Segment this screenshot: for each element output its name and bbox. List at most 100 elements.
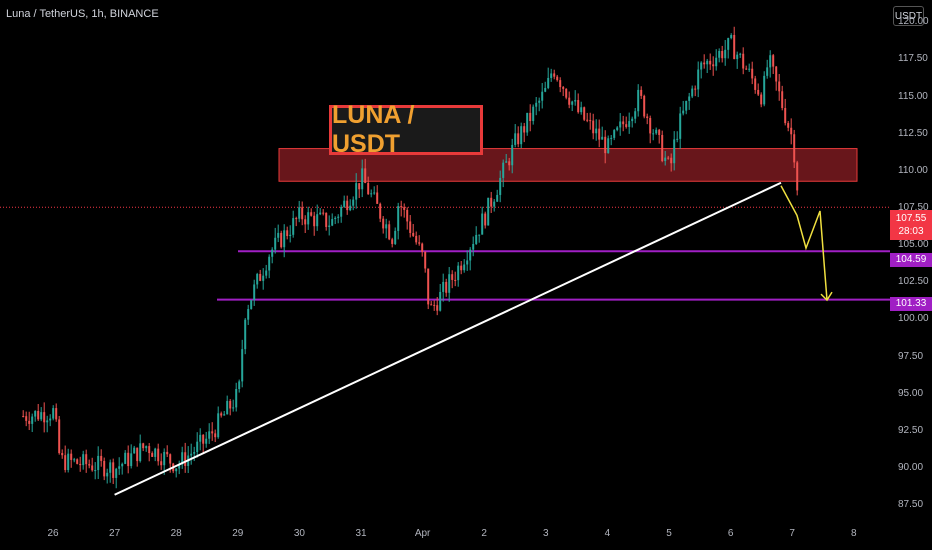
- candle-body: [346, 200, 349, 211]
- trendline: [114, 181, 782, 496]
- candle-body: [529, 112, 532, 122]
- candle-body: [334, 217, 337, 220]
- candle-body: [526, 112, 529, 133]
- candle-body: [715, 57, 718, 67]
- candle-body: [316, 214, 319, 227]
- candle-body: [589, 120, 592, 122]
- candle-body: [220, 413, 223, 416]
- candle-body: [121, 463, 124, 467]
- y-tick-label: 120.00: [898, 16, 929, 28]
- pair-label: LUNA / USDT: [329, 101, 483, 158]
- x-tick-label: 2: [481, 528, 487, 539]
- y-tick-label: 90.00: [898, 462, 924, 473]
- candle-body: [238, 381, 241, 389]
- candle-body: [538, 100, 541, 103]
- candle-body: [508, 161, 511, 166]
- candle-body: [397, 206, 400, 231]
- candle-body: [373, 192, 376, 194]
- candle-body: [598, 128, 601, 140]
- candle-body: [169, 454, 172, 464]
- candle-body: [688, 96, 691, 101]
- candle-body: [283, 230, 286, 248]
- y-tick-label: 105.00: [898, 239, 929, 251]
- candle-body: [532, 106, 535, 122]
- candle-body: [604, 136, 607, 154]
- candle-body: [757, 89, 760, 95]
- y-tick-label: 92.50: [898, 424, 924, 436]
- candle-body: [298, 207, 301, 219]
- candle-body: [43, 412, 46, 423]
- candle-body: [763, 75, 766, 105]
- candle-body: [682, 110, 685, 114]
- candle-body: [127, 452, 130, 467]
- candle-body: [595, 128, 598, 134]
- y-tick-label: 117.50: [898, 53, 928, 65]
- candle-body: [766, 67, 769, 76]
- candle-body: [466, 260, 469, 265]
- candle-body: [52, 408, 55, 419]
- candle-body: [376, 192, 379, 204]
- candle-body: [550, 73, 553, 78]
- candle-body: [286, 230, 289, 237]
- candle-body: [268, 256, 271, 271]
- candle-body: [655, 129, 658, 134]
- candle-body: [148, 446, 151, 454]
- candle-body: [565, 88, 568, 98]
- candle-body: [754, 78, 757, 90]
- candle-body: [319, 212, 322, 215]
- candle-body: [514, 133, 517, 145]
- candle-body: [223, 414, 226, 416]
- candle-body: [664, 157, 667, 162]
- x-tick-label: 31: [355, 528, 367, 539]
- candle-body: [28, 420, 31, 424]
- candle-body: [736, 54, 739, 60]
- candle-body: [202, 434, 205, 444]
- candle-body: [337, 216, 340, 218]
- x-tick-label: 26: [47, 528, 59, 539]
- candle-body: [73, 459, 76, 461]
- candle-body: [778, 81, 781, 92]
- candle-body: [415, 235, 418, 243]
- candle-body: [469, 249, 472, 261]
- candle-body: [541, 91, 544, 101]
- candle-body: [424, 251, 427, 269]
- candle-body: [106, 472, 109, 477]
- candle-body: [592, 120, 595, 134]
- candle-body: [61, 453, 64, 456]
- candle-body: [544, 87, 547, 92]
- candle-body: [379, 203, 382, 219]
- candle-body: [646, 116, 649, 118]
- symbol-title[interactable]: Luna / TetherUS, 1h, BINANCE: [6, 8, 159, 20]
- candle-body: [409, 221, 412, 233]
- candle-body: [274, 237, 277, 250]
- candle-body: [769, 55, 772, 68]
- candle-body: [343, 200, 346, 207]
- candle-body: [709, 60, 712, 65]
- candle-body: [652, 133, 655, 135]
- candle-body: [199, 434, 202, 442]
- candle-body: [103, 460, 106, 477]
- x-tick-label: 28: [170, 528, 182, 539]
- currency-button[interactable]: USDT: [893, 6, 924, 26]
- candle-body: [619, 121, 622, 128]
- candle-body: [616, 127, 619, 131]
- candle-body: [430, 304, 433, 306]
- candle-body: [460, 265, 463, 271]
- candle-body: [361, 168, 364, 190]
- candle-body: [703, 62, 706, 65]
- candle-body: [229, 400, 232, 409]
- candle-body: [499, 177, 502, 195]
- candle-body: [781, 91, 784, 109]
- candle-body: [85, 454, 88, 465]
- candle-body: [745, 68, 748, 70]
- y-tick-label: 97.50: [898, 350, 924, 362]
- candle-body: [712, 64, 715, 67]
- candle-body: [115, 468, 118, 478]
- candle-body: [421, 243, 424, 252]
- candle-body: [370, 193, 373, 195]
- y-tick-label: 110.00: [898, 164, 928, 176]
- x-tick-label: 8: [851, 528, 857, 539]
- candle-body: [313, 215, 316, 227]
- candle-body: [742, 53, 745, 69]
